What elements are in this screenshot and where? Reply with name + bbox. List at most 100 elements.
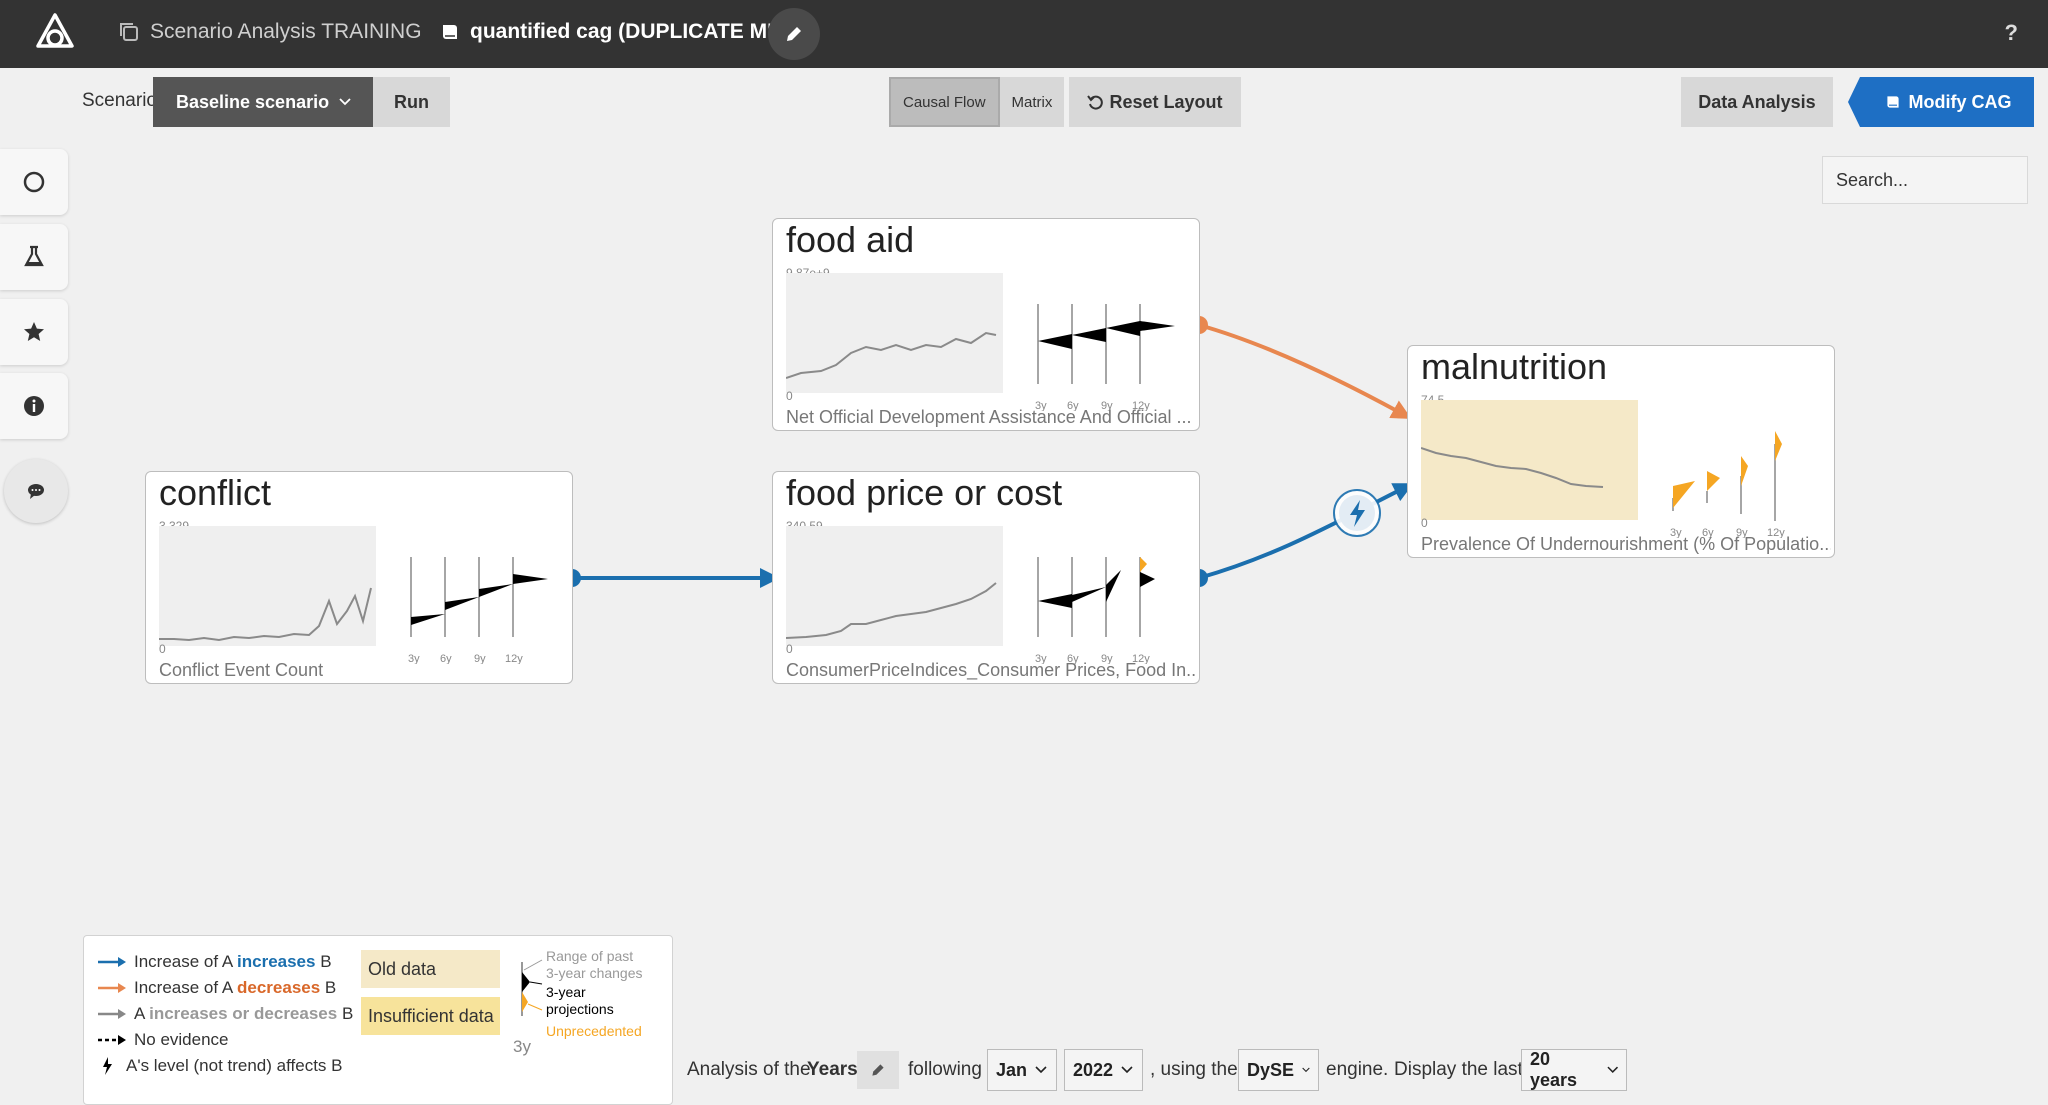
legend-ambiguous: A increases or decreases B <box>98 1004 353 1024</box>
node-food-aid[interactable]: food aid 9.87e+9 0 3y 6y 9y 12y Net Offi… <box>772 218 1200 431</box>
legend-unprecedented: Unprecedented <box>546 1023 642 1039</box>
engine-dropdown[interactable]: DySE <box>1238 1049 1319 1091</box>
horizon-label: 6y <box>1702 527 1714 538</box>
tab-causal-flow[interactable]: Causal Flow <box>889 77 1000 127</box>
node-indicator: Prevalence Of Undernourishment (% Of Pop… <box>1421 534 1831 554</box>
legend-horizon: 3y <box>513 1037 531 1056</box>
edge-food-aid-to-malnutrition[interactable] <box>1190 316 1412 419</box>
history-sparkline <box>786 273 1003 393</box>
rename-button[interactable] <box>768 8 820 60</box>
horizon-label: 6y <box>1067 400 1079 411</box>
node-indicator: Net Official Development Assistance And … <box>786 407 1192 427</box>
projection-flags: 3y 6y 9y 12y <box>1670 431 1785 538</box>
project-name: Scenario Analysis TRAINING <box>150 20 422 43</box>
year-dropdown[interactable]: 2022 <box>1064 1049 1143 1091</box>
star-icon <box>24 322 44 341</box>
model-name-link[interactable]: quantified cag (DUPLICATE ME) <box>440 20 788 44</box>
scenario-label: Scenario <box>82 90 157 111</box>
history-sparkline <box>159 526 376 646</box>
node-indicator: ConsumerPriceIndices_Consumer Prices, Fo… <box>786 660 1196 680</box>
horizon-label: 3y <box>1035 400 1047 411</box>
legend-panel: Increase of A increases B Increase of A … <box>83 935 673 1105</box>
circle-icon <box>23 171 45 193</box>
sidebar-button-favorites[interactable] <box>0 299 68 365</box>
horizon-label: 12y <box>1767 527 1785 538</box>
scenario-dropdown[interactable]: Baseline scenario <box>153 77 373 127</box>
horizon-label: 6y <box>1067 653 1079 664</box>
sidebar-button-info[interactable] <box>0 373 68 439</box>
node-y-min: 0 <box>1421 516 1428 530</box>
node-y-min: 0 <box>786 642 793 656</box>
chevron-down-icon <box>1121 1066 1133 1074</box>
model-name: quantified cag (DUPLICATE ME) <box>470 20 789 43</box>
blue-arrow-icon <box>98 957 126 967</box>
node-title: food price or cost <box>786 472 1063 513</box>
legend-insufficient-data: Insufficient data <box>361 997 500 1035</box>
horizon-label: 3y <box>408 653 420 664</box>
month-dropdown[interactable]: Jan <box>987 1049 1057 1091</box>
history-sparkline <box>1421 400 1638 520</box>
projection-flags: 3y 6y 9y 12y <box>1035 557 1155 664</box>
horizon-label: 9y <box>1101 653 1113 664</box>
chat-icon <box>28 484 44 499</box>
reset-layout-button[interactable]: Reset Layout <box>1069 77 1241 127</box>
data-analysis-button[interactable]: Data Analysis <box>1681 77 1833 127</box>
book-icon <box>1886 96 1899 108</box>
legend-projection-line2: projections <box>546 1001 614 1017</box>
legend-projection-line1: 3-year <box>546 984 586 1000</box>
node-food-price[interactable]: food price or cost 340.59 0 3y 6y 9y 12y… <box>772 471 1200 684</box>
edge-conflict-to-food-price[interactable] <box>563 568 780 588</box>
history-window-dropdown[interactable]: 20 years <box>1521 1049 1627 1091</box>
chat-button[interactable] <box>4 459 68 523</box>
projection-flags: 3y 6y 9y 12y <box>1035 304 1175 411</box>
analysis-following: following <box>908 1059 982 1080</box>
node-y-min: 0 <box>159 642 166 656</box>
horizon-label: 9y <box>474 653 486 664</box>
search-input[interactable] <box>1822 156 2028 204</box>
month-value: Jan <box>996 1059 1028 1080</box>
info-icon <box>24 396 44 416</box>
tab-matrix[interactable]: Matrix <box>1011 93 1053 111</box>
app-logo-icon[interactable] <box>32 10 78 56</box>
legend-range-line2: 3-year changes <box>546 965 643 981</box>
analysis-engine-suffix: engine. <box>1326 1059 1389 1080</box>
legend-level-effect: A's level (not trend) affects B <box>98 1056 342 1076</box>
edit-analysis-button[interactable] <box>857 1051 899 1089</box>
help-button[interactable]: ? <box>2004 20 2018 45</box>
history-sparkline <box>786 526 1003 646</box>
pencil-icon <box>787 27 801 41</box>
node-conflict[interactable]: conflict 3,329 0 3y 6y 9y 12y Conflict E… <box>145 471 573 684</box>
project-link[interactable]: Scenario Analysis TRAINING <box>118 20 422 44</box>
legend-no-evidence: No evidence <box>98 1030 229 1050</box>
node-title: conflict <box>159 472 272 513</box>
modify-cag-label: Modify CAG <box>1908 91 2012 112</box>
analysis-prefix: Analysis of the <box>687 1059 811 1080</box>
projection-flags: 3y 6y 9y 12y <box>408 557 548 664</box>
analysis-using: , using the <box>1150 1059 1238 1080</box>
modify-cag-button[interactable]: Modify CAG <box>1848 77 2034 127</box>
sidebar-button-experiments[interactable] <box>0 224 68 290</box>
pencil-icon <box>872 1064 884 1076</box>
level-effect-icon <box>1333 489 1381 537</box>
run-button[interactable]: Run <box>373 77 450 127</box>
lightning-icon <box>103 1057 112 1075</box>
node-malnutrition[interactable]: malnutrition 74.5 0 3y 6y 9y 12y Prevale… <box>1407 345 1835 558</box>
orange-arrow-icon <box>98 983 126 993</box>
horizon-label: 3y <box>1670 527 1682 538</box>
book-icon <box>443 25 457 39</box>
top-nav: Scenario Analysis TRAINING quantified ca… <box>0 0 2048 68</box>
year-value: 2022 <box>1073 1059 1114 1080</box>
node-indicator: Conflict Event Count <box>159 660 324 680</box>
engine-value: DySE <box>1247 1059 1295 1080</box>
horizon-label: 9y <box>1736 527 1748 538</box>
node-title: food aid <box>786 219 915 260</box>
sidebar-button-nodes[interactable] <box>0 149 68 215</box>
chevron-down-icon <box>339 98 351 106</box>
history-window-value: 20 years <box>1530 1049 1578 1090</box>
horizon-label: 12y <box>1132 653 1150 664</box>
legend-old-data: Old data <box>361 950 500 988</box>
legend-decreases: Increase of A decreases B <box>98 978 336 998</box>
analysis-display: Display the last <box>1394 1059 1523 1080</box>
chevron-down-icon <box>1302 1067 1310 1073</box>
